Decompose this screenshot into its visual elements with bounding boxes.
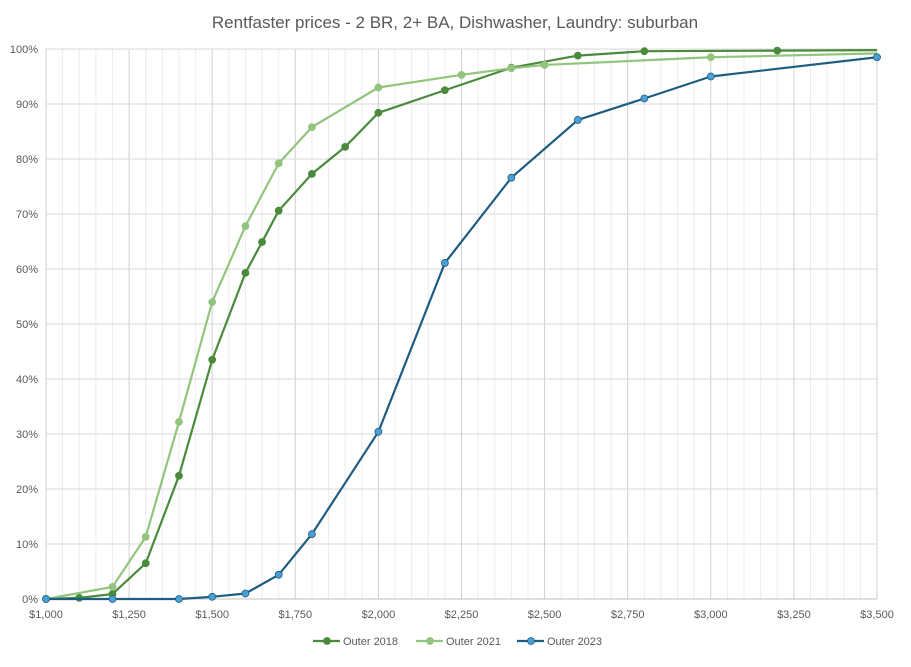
data-point: [241, 268, 250, 277]
data-point: [42, 595, 50, 603]
legend-label: Outer 2018: [343, 636, 398, 648]
x-tick-label: $2,000: [362, 609, 396, 621]
y-tick-label: 100%: [10, 44, 38, 56]
data-point: [258, 238, 266, 246]
data-point: [873, 53, 881, 62]
x-tick-label: $1,250: [112, 609, 146, 621]
y-tick-label: 40%: [16, 374, 38, 386]
data-point: [573, 51, 582, 60]
data-point: [308, 169, 316, 178]
data-point: [274, 206, 283, 215]
x-tick-label: $3,000: [694, 609, 728, 621]
data-point: [341, 142, 350, 151]
x-tick-label: $2,750: [611, 609, 645, 621]
legend-marker: [527, 637, 535, 645]
series-outer-2023: [42, 53, 881, 603]
data-point: [241, 222, 250, 231]
legend-marker: [323, 637, 331, 645]
data-point: [457, 70, 466, 79]
series-line: [45, 52, 878, 601]
y-tick-label: 90%: [16, 99, 38, 111]
series-group: [42, 46, 881, 603]
data-point: [175, 595, 183, 603]
data-point: [640, 47, 649, 56]
x-tick-label: $1,000: [29, 609, 63, 621]
legend-marker: [426, 637, 434, 645]
data-point: [507, 173, 516, 182]
data-point: [108, 583, 117, 591]
x-tick-label: $1,750: [278, 609, 312, 621]
series-outer-2018: [42, 46, 878, 603]
data-point: [440, 86, 449, 95]
y-tick-label: 20%: [16, 484, 38, 496]
x-tick-label: $3,250: [777, 609, 811, 621]
data-point: [208, 355, 217, 364]
data-point: [706, 53, 715, 62]
data-point: [308, 530, 316, 538]
data-point: [208, 592, 217, 601]
data-point: [773, 46, 782, 55]
data-point: [374, 427, 383, 436]
legend-label: Outer 2023: [547, 636, 602, 648]
x-tick-label: $1,500: [195, 609, 229, 621]
chart-title: Rentfaster prices - 2 BR, 2+ BA, Dishwas…: [212, 13, 698, 32]
data-point: [640, 94, 649, 103]
series-line: [46, 56, 878, 601]
data-point: [540, 61, 549, 69]
y-tick-label: 50%: [16, 319, 38, 331]
data-point: [141, 532, 150, 541]
data-point: [706, 72, 715, 81]
data-point: [573, 116, 582, 124]
gridlines: [45, 48, 878, 600]
series-outer-2021: [42, 52, 878, 603]
y-tick-label: 30%: [16, 429, 38, 441]
y-tick-label: 0%: [22, 594, 38, 606]
data-point: [175, 417, 183, 426]
x-tick-label: $3,500: [860, 609, 894, 621]
data-point: [274, 159, 283, 168]
data-point: [274, 570, 283, 579]
series-line: [45, 49, 878, 601]
data-point: [440, 259, 449, 267]
data-point: [141, 559, 150, 568]
data-point: [208, 298, 217, 306]
data-point: [108, 595, 117, 603]
data-point: [507, 64, 516, 73]
axes: 0% 10% 20% 30% 40% 50% 60% 70% 80% 90% 100% $1,000 $…: [10, 44, 894, 621]
y-tick-label: 60%: [16, 264, 38, 276]
data-point: [374, 83, 383, 92]
y-tick-label: 80%: [16, 154, 38, 166]
data-point: [175, 471, 183, 480]
data-point: [374, 108, 383, 117]
data-point: [308, 123, 316, 131]
y-tick-label: 10%: [16, 539, 38, 551]
x-tick-label: $2,250: [445, 609, 479, 621]
data-point: [241, 589, 250, 598]
y-tick-label: 70%: [16, 209, 38, 221]
legend-label: Outer 2021: [446, 636, 501, 648]
legend[interactable]: Outer 2018 Outer 2021 Outer 2023: [313, 636, 602, 648]
x-tick-label: $2,500: [528, 609, 562, 621]
